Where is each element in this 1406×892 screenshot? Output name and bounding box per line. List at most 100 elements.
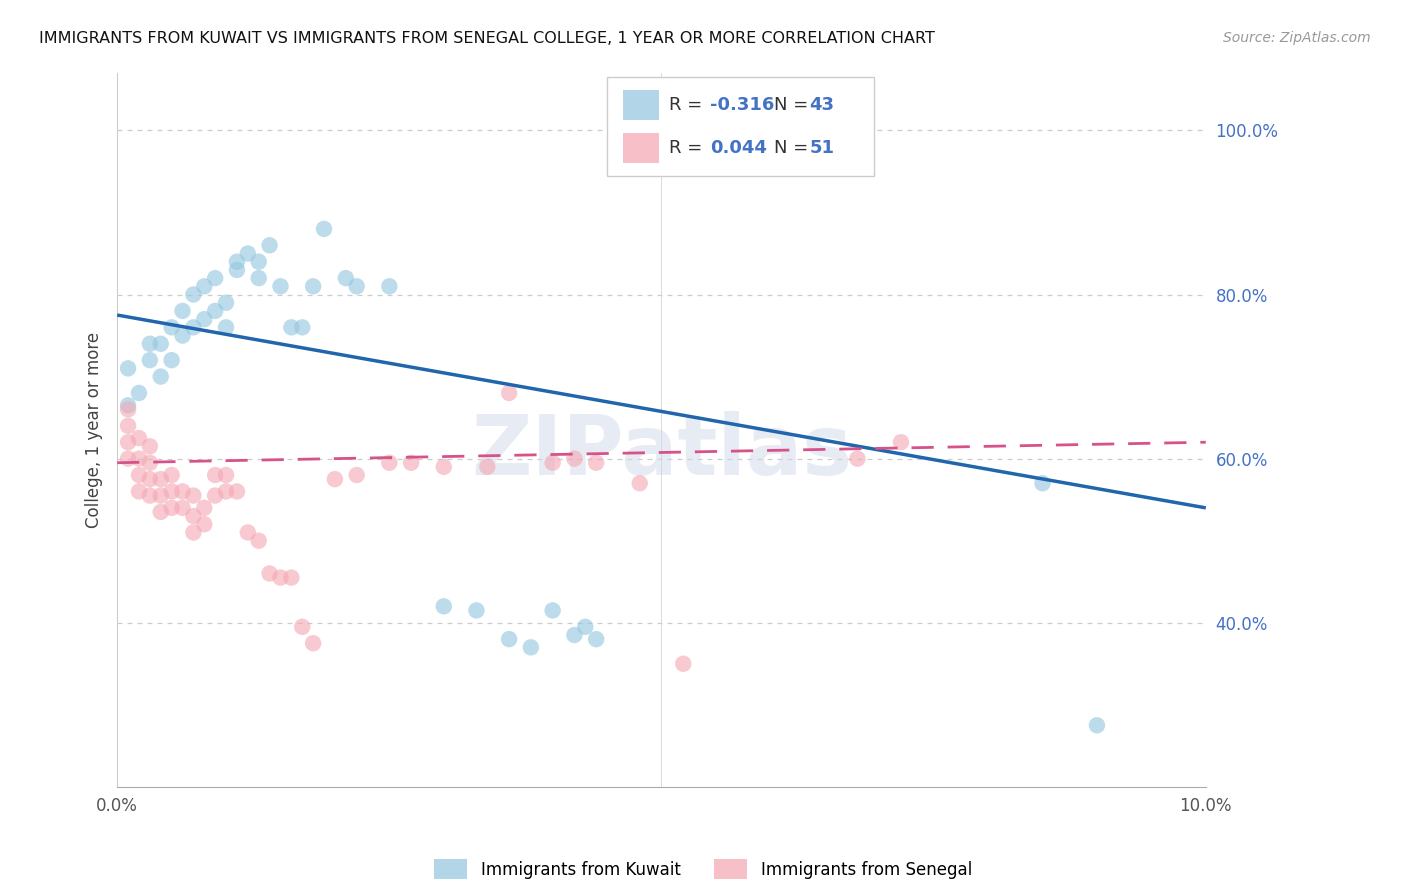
Point xyxy=(183,287,205,301)
Point xyxy=(236,246,259,260)
Point xyxy=(128,431,150,445)
Point xyxy=(215,484,238,499)
Point xyxy=(172,484,194,499)
Point xyxy=(149,369,172,384)
Point xyxy=(291,320,314,334)
Text: R =: R = xyxy=(669,96,709,114)
Point xyxy=(574,620,596,634)
Text: 0.044: 0.044 xyxy=(710,139,768,157)
FancyBboxPatch shape xyxy=(607,77,873,177)
Point xyxy=(269,279,291,293)
Point xyxy=(236,525,259,540)
Point xyxy=(193,517,215,532)
Point xyxy=(335,271,357,285)
Point xyxy=(477,459,499,474)
Point xyxy=(204,271,226,285)
Point xyxy=(498,386,520,401)
Point xyxy=(247,254,270,268)
Point xyxy=(215,468,238,483)
Point xyxy=(128,468,150,483)
Text: ZIPatlas: ZIPatlas xyxy=(471,411,852,491)
Point xyxy=(433,459,456,474)
Point xyxy=(378,279,401,293)
Point xyxy=(1085,718,1108,732)
Point xyxy=(149,336,172,351)
Point xyxy=(160,484,183,499)
Point xyxy=(139,439,162,453)
Point xyxy=(215,320,238,334)
Text: -0.316: -0.316 xyxy=(710,96,775,114)
Point xyxy=(139,456,162,470)
Bar xyxy=(623,133,659,162)
Point xyxy=(204,489,226,503)
Point xyxy=(259,566,281,581)
Point xyxy=(302,279,325,293)
Point xyxy=(204,304,226,318)
Point xyxy=(183,525,205,540)
Point xyxy=(172,304,194,318)
Point xyxy=(269,571,291,585)
Point xyxy=(139,472,162,486)
Y-axis label: College, 1 year or more: College, 1 year or more xyxy=(86,332,103,528)
Point xyxy=(346,468,368,483)
Point xyxy=(399,456,422,470)
Point xyxy=(541,603,564,617)
Point xyxy=(564,451,586,466)
Point xyxy=(226,254,249,268)
Point xyxy=(433,599,456,614)
Text: N =: N = xyxy=(773,139,814,157)
Text: 51: 51 xyxy=(810,139,835,157)
Point xyxy=(117,361,139,376)
Point xyxy=(193,500,215,515)
Point xyxy=(215,295,238,310)
Point xyxy=(259,238,281,252)
Point xyxy=(323,472,346,486)
Bar xyxy=(623,90,659,120)
Point xyxy=(160,468,183,483)
Point xyxy=(628,476,651,491)
Point xyxy=(498,632,520,647)
Point xyxy=(117,418,139,433)
Point xyxy=(193,279,215,293)
Text: Source: ZipAtlas.com: Source: ZipAtlas.com xyxy=(1223,31,1371,45)
Point xyxy=(128,386,150,401)
Point xyxy=(247,271,270,285)
Point xyxy=(117,451,139,466)
Point xyxy=(520,640,543,655)
Text: R =: R = xyxy=(669,139,709,157)
Point xyxy=(160,320,183,334)
Point xyxy=(183,489,205,503)
Point xyxy=(302,636,325,650)
Point xyxy=(585,456,607,470)
Point xyxy=(564,628,586,642)
Point xyxy=(465,603,488,617)
Point xyxy=(280,320,302,334)
Point xyxy=(117,398,139,412)
Point xyxy=(160,353,183,368)
Point xyxy=(204,468,226,483)
Point xyxy=(160,500,183,515)
Point xyxy=(183,320,205,334)
Point xyxy=(193,312,215,326)
Point xyxy=(183,509,205,524)
Point xyxy=(541,456,564,470)
Point xyxy=(291,620,314,634)
Point xyxy=(128,484,150,499)
Point xyxy=(585,632,607,647)
Point xyxy=(139,336,162,351)
Point xyxy=(172,328,194,343)
Point xyxy=(128,451,150,466)
Legend: Immigrants from Kuwait, Immigrants from Senegal: Immigrants from Kuwait, Immigrants from … xyxy=(434,859,972,880)
Point xyxy=(378,456,401,470)
Point xyxy=(149,505,172,519)
Point xyxy=(846,451,869,466)
Point xyxy=(139,353,162,368)
Point xyxy=(172,500,194,515)
Point xyxy=(149,489,172,503)
Point xyxy=(672,657,695,671)
Point xyxy=(139,489,162,503)
Point xyxy=(890,435,912,450)
Text: IMMIGRANTS FROM KUWAIT VS IMMIGRANTS FROM SENEGAL COLLEGE, 1 YEAR OR MORE CORREL: IMMIGRANTS FROM KUWAIT VS IMMIGRANTS FRO… xyxy=(39,31,935,46)
Point xyxy=(226,484,249,499)
Point xyxy=(1031,476,1053,491)
